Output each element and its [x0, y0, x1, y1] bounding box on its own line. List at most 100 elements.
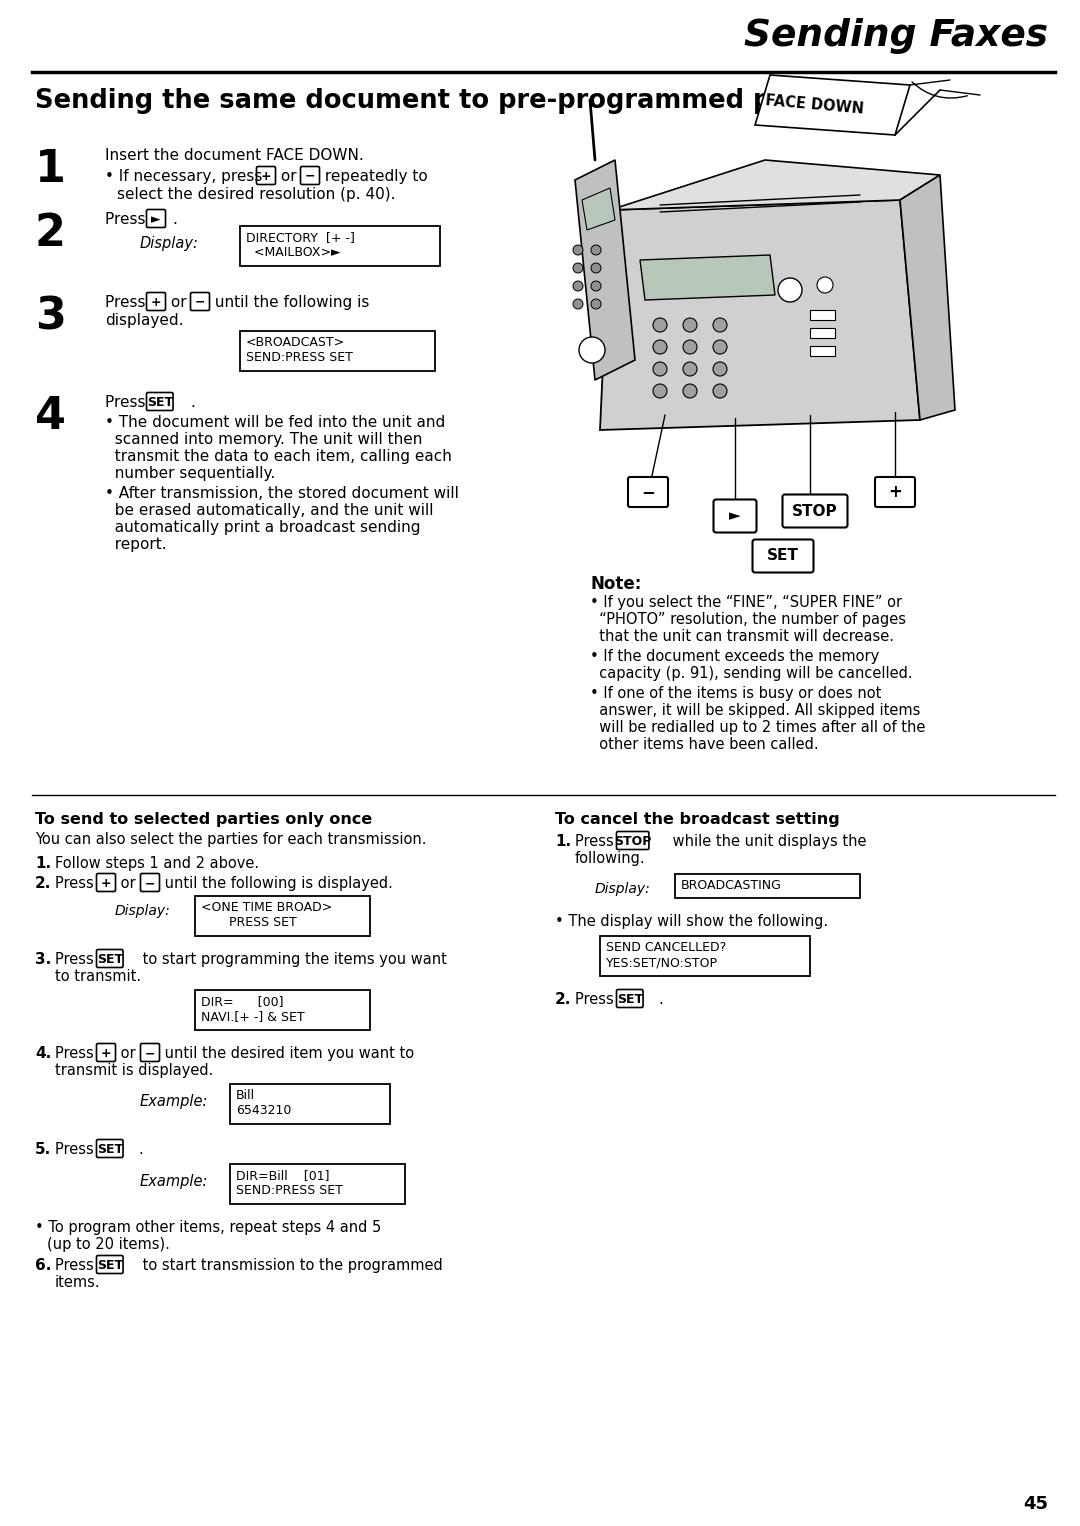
- Circle shape: [683, 340, 697, 354]
- Text: • If you select the “FINE”, “SUPER FINE” or: • If you select the “FINE”, “SUPER FINE”…: [590, 595, 902, 610]
- Text: to start transmission to the programmed: to start transmission to the programmed: [138, 1257, 443, 1273]
- Text: displayed.: displayed.: [105, 313, 184, 328]
- Text: STOP: STOP: [615, 835, 651, 848]
- Text: capacity (p. 91), sending will be cancelled.: capacity (p. 91), sending will be cancel…: [590, 665, 913, 681]
- Text: “PHOTO” resolution, the number of pages: “PHOTO” resolution, the number of pages: [590, 612, 906, 627]
- Bar: [230, 1083, 390, 1125]
- Polygon shape: [640, 255, 775, 301]
- Text: Press: Press: [55, 1045, 98, 1061]
- Text: until the desired item you want to: until the desired item you want to: [160, 1045, 414, 1061]
- Text: To cancel the broadcast setting: To cancel the broadcast setting: [555, 812, 840, 827]
- Text: 5.: 5.: [35, 1141, 51, 1157]
- Text: Display:: Display:: [595, 882, 651, 896]
- Text: +: +: [888, 484, 902, 501]
- Circle shape: [713, 317, 727, 333]
- Text: or: or: [276, 169, 301, 185]
- FancyBboxPatch shape: [257, 166, 275, 185]
- Text: Example:: Example:: [140, 1173, 208, 1189]
- Circle shape: [713, 340, 727, 354]
- Text: (up to 20 items).: (up to 20 items).: [48, 1238, 170, 1251]
- Text: +: +: [100, 877, 111, 890]
- Bar: [810, 346, 835, 356]
- Text: SET: SET: [767, 548, 799, 563]
- Bar: [675, 874, 860, 897]
- Circle shape: [591, 299, 600, 308]
- Text: following.: following.: [575, 852, 646, 865]
- FancyBboxPatch shape: [617, 989, 643, 1007]
- Text: ►: ►: [151, 214, 161, 226]
- FancyBboxPatch shape: [190, 293, 210, 310]
- FancyBboxPatch shape: [147, 209, 165, 227]
- Text: • The document will be fed into the unit and: • The document will be fed into the unit…: [105, 415, 445, 430]
- Text: 3: 3: [35, 295, 66, 337]
- Text: Insert the document FACE DOWN.: Insert the document FACE DOWN.: [105, 148, 364, 163]
- Text: Sending Faxes: Sending Faxes: [744, 18, 1048, 53]
- Text: scanned into memory. The unit will then: scanned into memory. The unit will then: [105, 432, 422, 447]
- Bar: [810, 328, 835, 337]
- Text: −: −: [305, 169, 315, 183]
- Circle shape: [683, 362, 697, 375]
- Text: repeatedly to: repeatedly to: [320, 169, 428, 185]
- Text: automatically print a broadcast sending: automatically print a broadcast sending: [105, 520, 420, 536]
- Text: Press: Press: [55, 876, 98, 891]
- Text: Press: Press: [105, 295, 150, 310]
- FancyBboxPatch shape: [96, 1256, 123, 1274]
- Text: transmit the data to each item, calling each: transmit the data to each item, calling …: [105, 449, 451, 464]
- Text: 6.: 6.: [35, 1257, 52, 1273]
- Circle shape: [778, 278, 802, 302]
- Text: report.: report.: [105, 537, 166, 552]
- Polygon shape: [900, 175, 955, 420]
- Text: SEND CANCELLED?
YES:SET/NO:STOP: SEND CANCELLED? YES:SET/NO:STOP: [606, 942, 726, 969]
- Polygon shape: [755, 75, 910, 134]
- Text: <BROADCAST>
SEND:PRESS SET: <BROADCAST> SEND:PRESS SET: [246, 336, 353, 365]
- Circle shape: [683, 385, 697, 398]
- FancyBboxPatch shape: [875, 478, 915, 507]
- Text: SET: SET: [97, 954, 123, 966]
- Text: • If one of the items is busy or does not: • If one of the items is busy or does no…: [590, 687, 881, 700]
- Text: number sequentially.: number sequentially.: [105, 465, 275, 481]
- Text: DIRECTORY  [+ -]
  <MAILBOX>►: DIRECTORY [+ -] <MAILBOX>►: [246, 230, 355, 259]
- Text: SET: SET: [97, 1259, 123, 1273]
- FancyBboxPatch shape: [627, 478, 669, 507]
- Text: .: .: [190, 395, 194, 410]
- Polygon shape: [582, 188, 615, 230]
- Text: 3.: 3.: [35, 952, 51, 967]
- Text: .: .: [172, 212, 177, 227]
- Circle shape: [653, 385, 667, 398]
- FancyBboxPatch shape: [140, 1044, 160, 1062]
- Text: Press: Press: [55, 952, 98, 967]
- Text: Press: Press: [105, 395, 150, 410]
- Circle shape: [573, 299, 583, 308]
- Text: Bill
6543210: Bill 6543210: [237, 1090, 292, 1117]
- Text: −: −: [145, 1047, 156, 1061]
- Text: Press: Press: [575, 992, 619, 1007]
- Text: 45: 45: [1023, 1495, 1048, 1512]
- FancyBboxPatch shape: [96, 873, 116, 891]
- Circle shape: [683, 317, 697, 333]
- Text: Press: Press: [55, 1141, 98, 1157]
- Circle shape: [573, 246, 583, 255]
- Text: Display:: Display:: [114, 903, 171, 919]
- FancyBboxPatch shape: [147, 293, 165, 310]
- Text: that the unit can transmit will decrease.: that the unit can transmit will decrease…: [590, 629, 894, 644]
- Circle shape: [579, 337, 605, 363]
- Text: ►: ►: [729, 508, 741, 523]
- Polygon shape: [610, 160, 940, 211]
- Text: SET: SET: [147, 397, 173, 409]
- Text: +: +: [151, 296, 161, 308]
- Text: 2.: 2.: [555, 992, 571, 1007]
- Text: +: +: [100, 1047, 111, 1061]
- Circle shape: [713, 362, 727, 375]
- Polygon shape: [575, 160, 635, 380]
- Text: • After transmission, the stored document will: • After transmission, the stored documen…: [105, 485, 459, 501]
- Text: or: or: [116, 1045, 140, 1061]
- FancyBboxPatch shape: [783, 494, 848, 528]
- Text: FACE DOWN: FACE DOWN: [765, 93, 865, 118]
- Bar: [600, 935, 810, 977]
- Circle shape: [573, 281, 583, 291]
- Circle shape: [591, 262, 600, 273]
- Text: BROADCASTING: BROADCASTING: [681, 879, 782, 893]
- Circle shape: [591, 281, 600, 291]
- Text: 1: 1: [35, 148, 66, 191]
- Text: SET: SET: [617, 993, 643, 1006]
